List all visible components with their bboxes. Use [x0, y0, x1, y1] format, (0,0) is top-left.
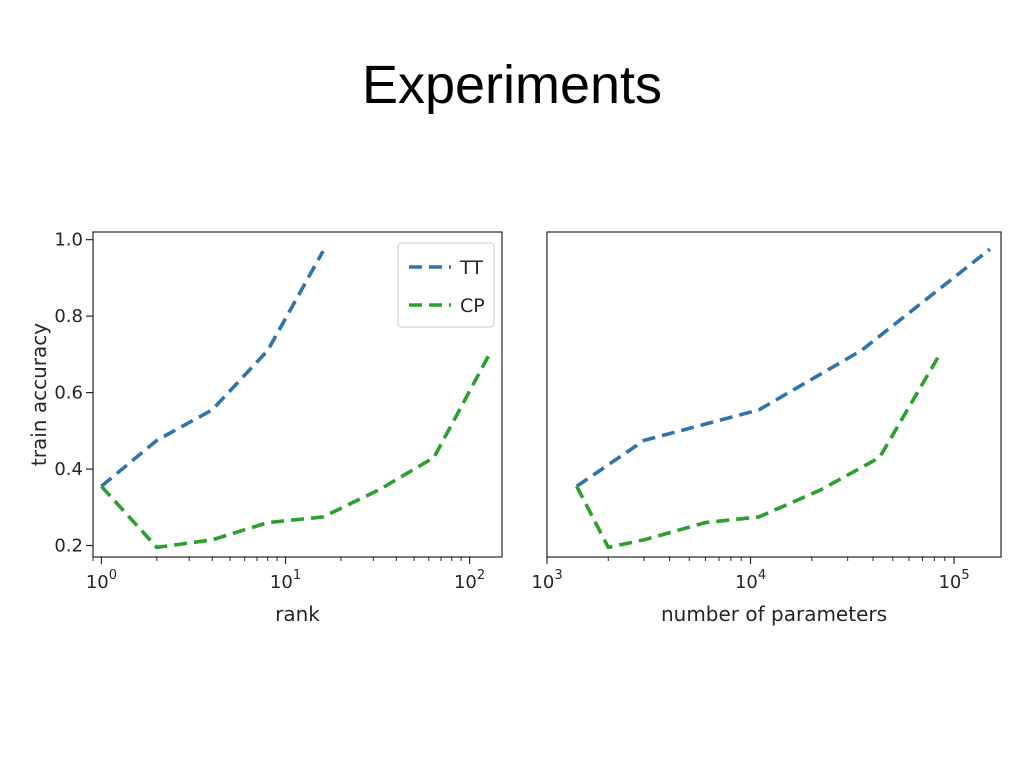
x-tick-label: 100: [86, 568, 117, 593]
x-axis-label: rank: [275, 602, 320, 626]
x-tick-label: 104: [735, 568, 766, 593]
plot-frame: [92, 231, 503, 558]
series-line-cp: [100, 353, 491, 550]
series-line-tt: [100, 250, 325, 488]
x-axis-label: number of parameters: [661, 602, 887, 626]
plot-frame: [546, 231, 1002, 558]
legend-label-tt: TT: [459, 257, 483, 279]
legend-label-cp: CP: [460, 295, 485, 317]
y-tick-label: 0.6: [54, 383, 83, 404]
legend: TT CP: [397, 242, 495, 328]
y-axis-label: train accuracy: [27, 323, 51, 466]
x-tick-label: 103: [531, 568, 562, 593]
y-tick-label: 0.8: [54, 306, 83, 327]
y-tick-label: 0.2: [54, 536, 83, 557]
x-tick-label: 101: [270, 568, 301, 593]
y-tick-label: 1.0: [54, 230, 83, 251]
y-tick-label: 0.4: [54, 459, 83, 480]
slide-title: Experiments: [361, 55, 663, 115]
chart-panel-rank: 100 101 102 0.2 0.4 0.6 0.8 1.0 rank train accura…: [27, 230, 503, 626]
series-line-cp: [575, 353, 942, 550]
chart-panel-parameters: 103 104 105 number of parameters: [531, 231, 1002, 626]
x-tick-label: 102: [454, 568, 485, 593]
series-line-tt: [575, 247, 992, 488]
x-tick-label: 105: [938, 568, 969, 593]
